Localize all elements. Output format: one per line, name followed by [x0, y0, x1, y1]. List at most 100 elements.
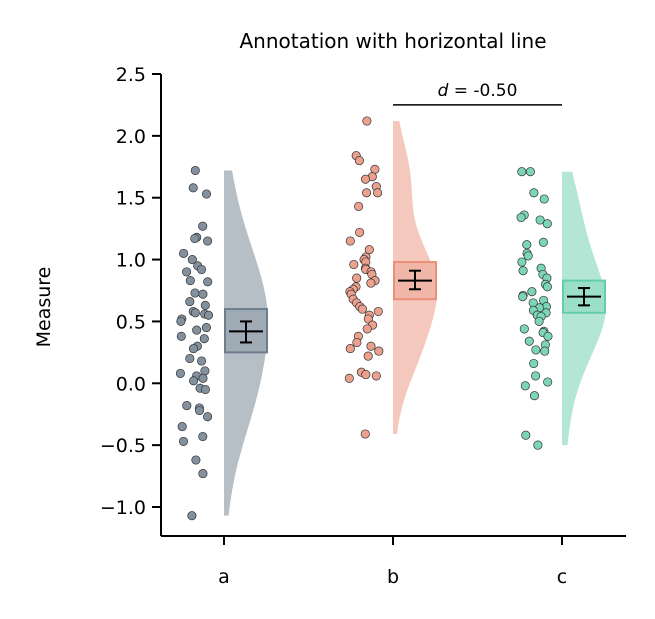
point-a-15 — [198, 289, 208, 299]
point-c-1 — [525, 167, 535, 177]
point-b-32 — [373, 306, 383, 317]
point-b-2 — [354, 156, 364, 166]
point-b-11 — [345, 236, 355, 246]
point-a-39 — [182, 401, 192, 411]
point-b-21 — [352, 273, 362, 283]
point-b-12 — [364, 245, 374, 255]
point-c-14 — [518, 266, 528, 276]
point-b-9 — [354, 201, 364, 211]
point-c-19 — [527, 287, 537, 297]
point-a-17 — [200, 300, 210, 310]
point-c-34 — [543, 331, 553, 341]
point-c-18 — [542, 282, 552, 292]
plot-area: d = -0.50 — [175, 81, 606, 521]
annotation-label: d = -0.50 — [438, 81, 518, 101]
point-b-46 — [344, 373, 354, 383]
point-a-43 — [177, 422, 187, 432]
point-b-45 — [371, 371, 381, 381]
point-a-45 — [178, 436, 189, 446]
point-b-31 — [357, 304, 367, 314]
x-tick-label-b: b — [387, 566, 399, 588]
point-c-42 — [520, 381, 530, 391]
point-a-26 — [176, 331, 186, 341]
point-a-48 — [187, 511, 197, 521]
point-a-30 — [185, 353, 195, 364]
point-a-19 — [190, 308, 200, 318]
point-a-1 — [188, 183, 198, 193]
point-c-2 — [529, 188, 539, 198]
point-a-14 — [190, 288, 200, 298]
y-tick-label-0: −1.0 — [100, 497, 146, 519]
y-tick-label-2: 0.0 — [116, 373, 146, 395]
x-tick-label-c: c — [557, 566, 567, 588]
point-a-29 — [188, 344, 199, 354]
point-b-42 — [363, 351, 373, 361]
point-b-40 — [345, 344, 355, 354]
point-a-32 — [200, 366, 210, 376]
chart-title: Annotation with horizontal line — [239, 29, 546, 53]
point-c-31 — [519, 324, 529, 334]
point-b-39 — [366, 341, 376, 351]
point-c-41 — [543, 377, 553, 387]
point-c-44 — [521, 430, 531, 440]
point-a-8 — [187, 255, 197, 265]
point-b-7 — [373, 188, 383, 198]
point-c-12 — [517, 257, 527, 267]
point-c-39 — [529, 358, 539, 369]
axes: −1.0 −0.5 0.0 0.5 1.0 1.5 2.0 2.5 a b c — [100, 64, 626, 588]
point-a-33 — [175, 368, 185, 378]
y-tick-label-5: 1.5 — [116, 188, 146, 210]
y-tick-label-7: 2.5 — [116, 64, 146, 86]
point-a-11 — [182, 267, 192, 277]
y-tick-label-1: −0.5 — [100, 435, 146, 457]
point-a-3 — [198, 221, 208, 231]
point-c-5 — [516, 212, 526, 223]
point-a-24 — [201, 323, 211, 333]
point-a-41 — [194, 405, 205, 416]
point-b-41 — [374, 346, 384, 356]
point-b-38 — [352, 337, 362, 348]
point-c-30 — [534, 316, 544, 326]
y-tick-label-3: 0.5 — [116, 311, 146, 333]
point-b-44 — [361, 370, 371, 380]
y-axis-label: Measure — [33, 267, 55, 348]
x-tick-label-a: a — [218, 566, 230, 588]
point-a-44 — [198, 431, 208, 442]
point-a-35 — [198, 373, 208, 383]
point-a-7 — [179, 248, 189, 258]
point-c-7 — [542, 219, 552, 229]
point-a-16 — [185, 297, 195, 307]
point-c-45 — [533, 440, 543, 450]
point-c-9 — [522, 240, 532, 250]
point-a-46 — [191, 455, 201, 465]
point-a-13 — [203, 277, 213, 287]
point-c-6 — [535, 215, 545, 225]
point-a-42 — [203, 412, 213, 422]
point-a-23 — [176, 316, 186, 326]
point-b-0 — [362, 116, 372, 126]
point-a-12 — [185, 276, 195, 286]
point-a-0 — [190, 165, 200, 176]
annotation-label-symbol: d — [438, 81, 449, 101]
point-b-16 — [349, 259, 359, 270]
point-a-38 — [200, 384, 210, 395]
point-a-10 — [196, 264, 207, 275]
point-b-36 — [362, 324, 372, 334]
point-a-27 — [199, 334, 209, 344]
point-c-3 — [539, 194, 549, 204]
point-c-8 — [538, 237, 548, 247]
point-c-43 — [529, 391, 540, 401]
point-a-31 — [197, 356, 207, 366]
point-a-21 — [203, 310, 214, 320]
point-b-47 — [360, 429, 370, 439]
point-c-11 — [523, 251, 533, 261]
point-b-8 — [362, 188, 372, 198]
point-c-40 — [531, 371, 541, 381]
point-a-2 — [201, 189, 212, 199]
point-a-5 — [190, 233, 200, 244]
point-a-25 — [192, 325, 202, 335]
point-c-35 — [524, 336, 534, 346]
point-c-21 — [518, 292, 528, 302]
y-tick-label-4: 1.0 — [116, 250, 146, 272]
